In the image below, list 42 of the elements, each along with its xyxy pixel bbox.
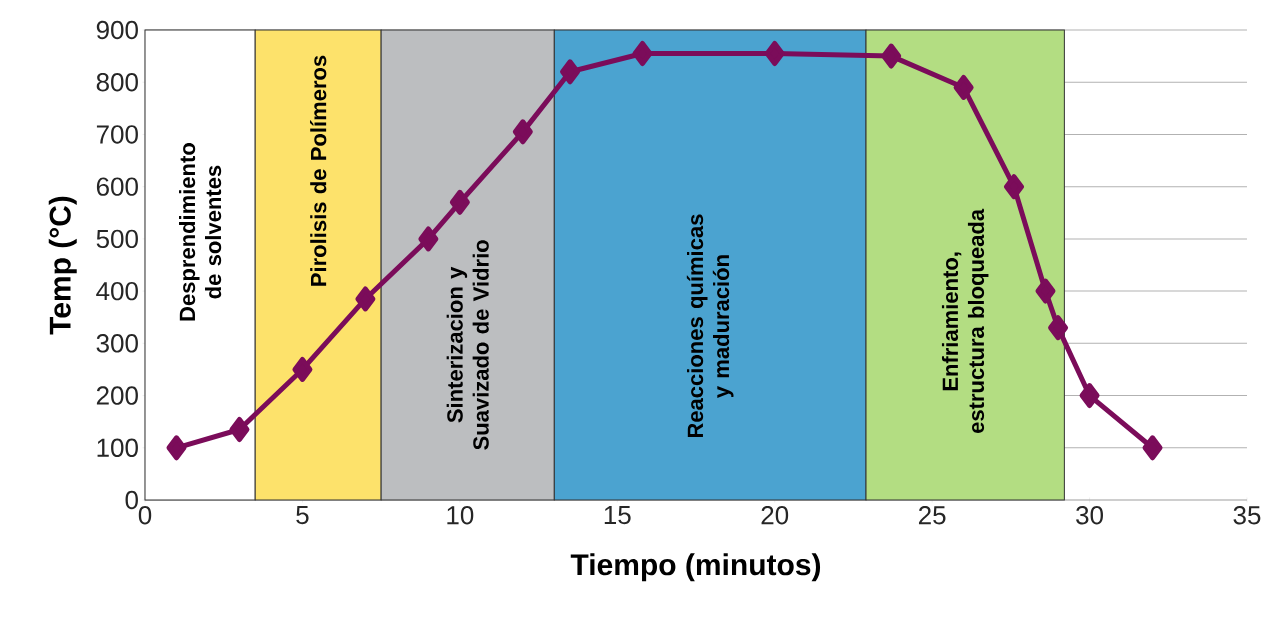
point [229, 417, 250, 442]
y-tick-label: 700 [96, 125, 138, 144]
x-tick-label: 5 [296, 506, 309, 525]
point [881, 43, 902, 69]
y-tick-label: 0 [125, 490, 138, 510]
x-tick-label: 20 [761, 506, 789, 525]
point [1048, 315, 1069, 341]
band-label: Enfriamiento, estructura bloqueada [941, 208, 989, 434]
band-label: Pirolisis de Polímeros [309, 55, 327, 286]
point [1035, 278, 1056, 304]
band-label: Reacciones químicas y maduración [686, 214, 734, 438]
y-tick-label: 600 [96, 177, 138, 196]
point [1004, 174, 1024, 200]
point [1142, 435, 1163, 461]
point [1079, 383, 1100, 409]
point [449, 189, 470, 215]
y-tick-label: 800 [96, 73, 138, 92]
x-tick-label: 25 [918, 506, 946, 525]
x-tick-label: 0 [138, 506, 152, 525]
x-tick-label: 35 [1233, 506, 1261, 525]
point [512, 119, 533, 145]
y-tick-label: 200 [96, 386, 138, 405]
band-label: Desprendimiento de solventes [179, 143, 222, 321]
point [764, 41, 785, 66]
band-label: Sinterizacion y Suavizado de Vidrio [446, 240, 489, 450]
y-tick-label: 900 [96, 20, 138, 40]
point [355, 286, 376, 312]
y-tick-label: 100 [97, 438, 138, 457]
y-tick-label: 400 [96, 281, 138, 301]
y-axis-title: Temp (°C) [48, 196, 77, 335]
x-tick-label: 15 [604, 506, 631, 525]
x-tick-label: 30 [1076, 506, 1103, 525]
point [418, 226, 439, 252]
y-tick-label: 500 [96, 229, 138, 249]
point [166, 435, 187, 461]
x-tick-label: 10 [447, 506, 474, 525]
point [292, 356, 313, 382]
x-axis-title: Tiempo (minutos) [570, 553, 821, 582]
y-tick-label: 300 [96, 334, 138, 353]
point [632, 41, 653, 66]
point [560, 59, 581, 85]
point [953, 74, 974, 100]
